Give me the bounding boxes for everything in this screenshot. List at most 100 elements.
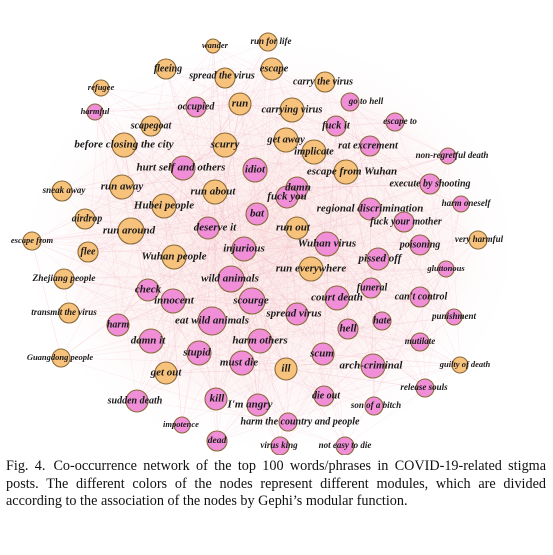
node-fuck-it: [325, 115, 347, 137]
node-label-carry-the-virus: carry the virus: [293, 76, 353, 87]
network-edge: [349, 101, 374, 367]
node-run-out: [285, 216, 309, 240]
network-edge: [224, 144, 479, 241]
node-hate: [372, 311, 392, 331]
network-edge: [63, 268, 447, 280]
node-implicate: [301, 139, 327, 165]
network-edge: [150, 68, 273, 127]
node-label-innocent: innocent: [154, 295, 195, 307]
node-punishment: [445, 308, 463, 326]
network-edge: [60, 357, 346, 447]
network-edge: [100, 87, 298, 229]
network-edge: [100, 87, 119, 326]
network-edge: [369, 145, 455, 318]
network-edge: [68, 109, 293, 314]
node-label-dead: dead: [208, 436, 227, 446]
network-edge: [163, 139, 287, 207]
network-edge: [31, 240, 62, 359]
node-zhejiang-people: [53, 268, 75, 290]
network-edge: [136, 313, 298, 402]
node-label-injurious: injurious: [223, 243, 265, 255]
node-label-mutilate: mutilate: [405, 336, 436, 346]
node-before-closing-the-city: [111, 132, 137, 158]
network-edge: [214, 191, 287, 370]
node-label-scurry: scurry: [210, 139, 240, 151]
node-harm-oneself: [452, 195, 470, 213]
node-label-rat-excrement: rat excrement: [338, 140, 399, 151]
node-label-fuck-your-mother: fuck your mother: [370, 216, 442, 227]
node-label-hell: hell: [339, 323, 357, 335]
network-edge: [216, 258, 379, 442]
network-edge: [345, 171, 455, 318]
network-edge: [447, 155, 461, 366]
node-label-get-out: get out: [150, 367, 183, 379]
node-label-impotence: impotence: [163, 419, 199, 429]
co-occurrence-network: wander run for life fleeing spread the viru…: [11, 30, 525, 455]
node-run-around: [117, 217, 145, 245]
node-label-run-about: run about: [191, 186, 237, 198]
node-fleeing: [155, 58, 177, 80]
network-edge: [195, 106, 426, 389]
node-wuhan-virus: [314, 231, 340, 257]
node-label-harm-oneself: harm oneself: [442, 198, 492, 208]
network-edge: [123, 144, 149, 291]
network-edge: [285, 320, 383, 370]
network-edge: [165, 167, 184, 374]
network-edge: [344, 364, 461, 447]
network-edge: [94, 103, 241, 113]
network-edge: [349, 101, 371, 210]
network-edge: [163, 151, 315, 207]
node-run-everywhere: [298, 256, 324, 282]
network-edge: [198, 208, 371, 354]
node-label-get-away: get away: [266, 134, 305, 145]
node-harm-the-country-and-people: [278, 412, 298, 432]
network-edge: [136, 400, 289, 423]
network-edge: [94, 111, 287, 141]
network-edge: [163, 205, 183, 426]
network-edge: [182, 167, 325, 397]
network-edge: [310, 268, 455, 318]
node-label-virus-king: virus king: [260, 440, 298, 450]
network-edge: [251, 297, 338, 302]
network-nodes: wander run for life fleeing spread the viru…: [11, 32, 504, 455]
network-edge: [130, 230, 217, 400]
network-edge: [87, 227, 209, 253]
network-edge: [130, 230, 298, 315]
network-edge: [215, 368, 287, 400]
network-edge: [173, 151, 315, 258]
network-edge: [256, 68, 273, 215]
network-edge: [296, 183, 431, 189]
node-court-death: [324, 285, 350, 311]
network-edge: [87, 167, 184, 253]
network-edge: [291, 109, 372, 289]
network-edge: [326, 145, 371, 245]
network-edge: [251, 300, 346, 447]
network-edge: [214, 191, 261, 342]
network-edge: [212, 45, 243, 364]
network-edge: [173, 203, 462, 258]
network-edge: [212, 45, 449, 157]
node-run: [228, 92, 252, 116]
network-edge: [150, 221, 405, 342]
network-edge: [84, 151, 315, 220]
network-edge: [121, 77, 226, 188]
node-label-scum: scum: [309, 348, 334, 360]
network-edge: [172, 300, 324, 355]
node-label-run-around: run around: [103, 225, 156, 237]
network-edge: [313, 151, 374, 367]
network-edge: [163, 205, 183, 426]
network-edge: [256, 213, 338, 299]
network-edge: [94, 101, 351, 113]
node-label-fuck-it: fuck it: [322, 120, 351, 131]
node-guangdong-people: [51, 348, 71, 368]
node-label-eat-wild-animals: eat wild animals: [175, 315, 249, 327]
node-escape: [260, 57, 284, 81]
network-edge: [150, 191, 216, 342]
node-label-pissed-off: pissed off: [358, 253, 403, 265]
network-edge: [117, 41, 269, 326]
node-idiot: [242, 157, 268, 183]
node-label-damn: damn: [285, 182, 311, 194]
network-edge: [286, 196, 298, 315]
node-label-wander: wander: [202, 40, 229, 50]
network-edge: [150, 340, 287, 370]
